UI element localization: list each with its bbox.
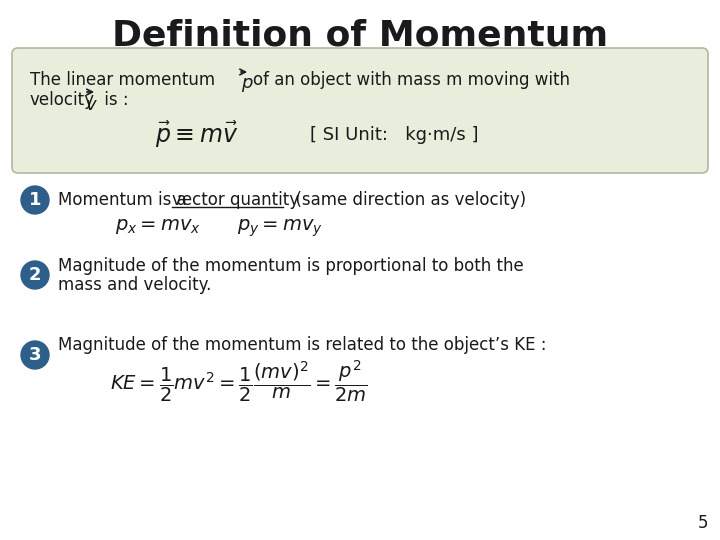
Text: $p$: $p$: [241, 76, 253, 94]
Circle shape: [21, 261, 49, 289]
Circle shape: [21, 341, 49, 369]
Text: $v$: $v$: [85, 96, 98, 114]
Text: Magnitude of the momentum is related to the object’s KE :: Magnitude of the momentum is related to …: [58, 336, 546, 354]
Text: mass and velocity.: mass and velocity.: [58, 276, 212, 294]
FancyBboxPatch shape: [12, 48, 708, 173]
Text: Magnitude of the momentum is proportional to both the: Magnitude of the momentum is proportiona…: [58, 257, 523, 275]
Text: 5: 5: [698, 514, 708, 532]
Text: vector quantity: vector quantity: [172, 191, 299, 209]
Text: [ SI Unit:   kg·m/s ]: [ SI Unit: kg·m/s ]: [310, 126, 479, 144]
Text: $p_x = mv_x \qquad p_y = mv_y$: $p_x = mv_x \qquad p_y = mv_y$: [115, 217, 323, 239]
Text: of an object with mass m moving with: of an object with mass m moving with: [253, 71, 570, 89]
Text: The linear momentum: The linear momentum: [30, 71, 215, 89]
Text: Definition of Momentum: Definition of Momentum: [112, 18, 608, 52]
Text: Momentum is a: Momentum is a: [58, 191, 192, 209]
Text: $KE = \dfrac{1}{2}mv^2 = \dfrac{1}{2}\dfrac{(mv)^2}{m} = \dfrac{p^2}{2m}$: $KE = \dfrac{1}{2}mv^2 = \dfrac{1}{2}\df…: [110, 358, 368, 404]
Text: velocity: velocity: [30, 91, 95, 109]
Text: 2: 2: [29, 266, 41, 284]
Text: $\vec{p} \equiv m\vec{v}$: $\vec{p} \equiv m\vec{v}$: [155, 120, 238, 150]
Text: (same direction as velocity): (same direction as velocity): [285, 191, 526, 209]
Text: 1: 1: [29, 191, 41, 209]
Text: is :: is :: [99, 91, 129, 109]
Circle shape: [21, 186, 49, 214]
Text: 3: 3: [29, 346, 41, 364]
